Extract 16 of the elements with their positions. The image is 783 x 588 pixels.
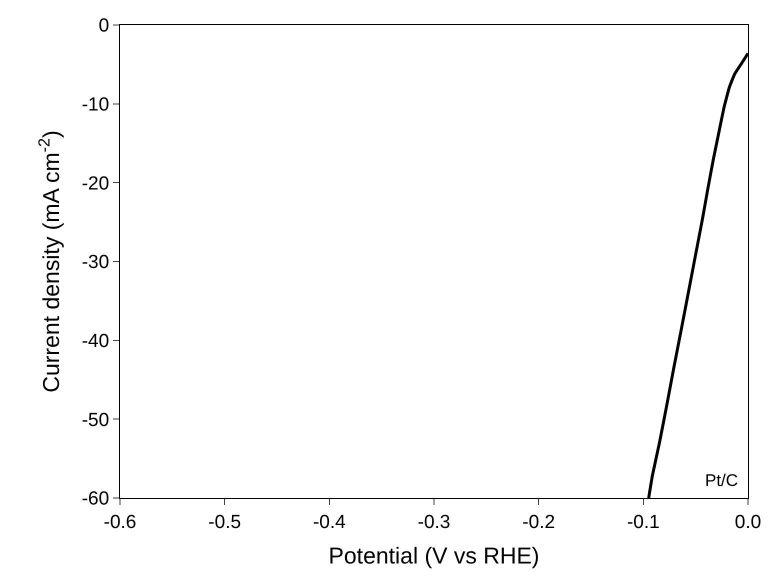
y-tick-label: -10 [82,94,110,116]
x-tick-label: -0.3 [418,512,450,533]
y-tick-label: -40 [82,330,110,352]
x-tick-label: 0.0 [734,512,762,533]
text: Pt/C [705,471,738,490]
x-tick-label: -0.2 [522,512,556,533]
y-tick-label: -50 [82,410,110,431]
y-tick-label: -20 [82,173,110,194]
x-tick-label: -0.4 [312,512,346,533]
y-tick-label: -30 [82,252,110,274]
x-tick-label: -0.1 [626,512,660,533]
y-tick-label: 0 [98,16,110,37]
x-tick-label: -0.6 [104,512,136,533]
x-axis-title: Potential (V vs RHE) [328,542,540,568]
x-tick-label: -0.5 [208,512,242,533]
y-tick-label: -60 [82,488,110,510]
